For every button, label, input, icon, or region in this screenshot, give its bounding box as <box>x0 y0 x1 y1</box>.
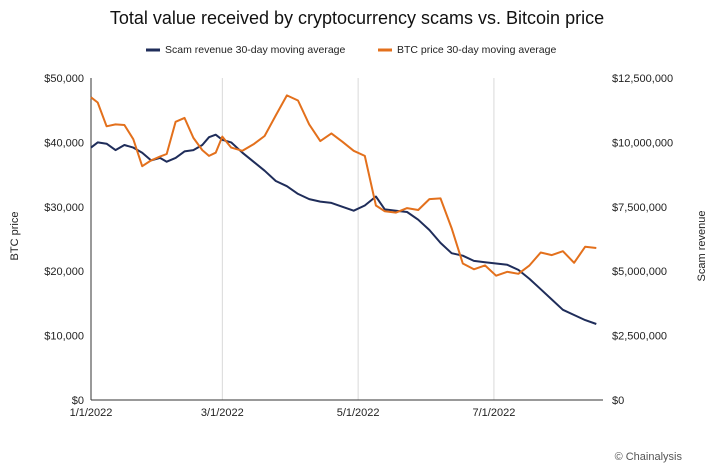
left-axis-ticks: $0 $10,000 $20,000 $30,000 $40,000 $50,000 <box>44 73 84 407</box>
y-right-tick-label: $5,000,000 <box>612 266 667 278</box>
y-axis-left-title: BTC price <box>9 212 21 261</box>
x-tick-label: 1/1/2022 <box>70 407 113 419</box>
y-right-tick-label: $2,500,000 <box>612 331 667 343</box>
x-tick-label: 5/1/2022 <box>337 407 380 419</box>
y-right-tick-label: $7,500,000 <box>612 202 667 214</box>
x-tick-label: 3/1/2022 <box>201 407 244 419</box>
chart-title: Total value received by cryptocurrency s… <box>110 8 604 28</box>
y-right-tick-label: $0 <box>612 395 624 407</box>
legend-label-scam: Scam revenue 30-day moving average <box>165 44 346 56</box>
legend: Scam revenue 30-day moving average BTC p… <box>146 44 556 56</box>
y-left-tick-label: $50,000 <box>44 73 84 85</box>
y-left-tick-label: $10,000 <box>44 331 84 343</box>
gridlines <box>221 78 495 400</box>
series-lines <box>90 94 597 325</box>
y-axis-right-title: Scam revenue <box>696 211 708 282</box>
y-left-tick-label: $20,000 <box>44 266 84 278</box>
y-left-tick-label: $30,000 <box>44 202 84 214</box>
x-axis-ticks: 1/1/2022 3/1/2022 5/1/2022 7/1/2022 <box>70 407 516 419</box>
y-right-tick-label: $10,000,000 <box>612 137 673 149</box>
credit-text: © Chainalysis <box>615 451 683 463</box>
y-left-tick-label: $40,000 <box>44 137 84 149</box>
legend-label-btc: BTC price 30-day moving average <box>397 44 556 56</box>
axes <box>90 78 603 401</box>
btc-price-line <box>90 94 597 277</box>
y-left-tick-label: $0 <box>72 395 84 407</box>
x-tick-label: 7/1/2022 <box>473 407 516 419</box>
y-right-tick-label: $12,500,000 <box>612 73 673 85</box>
scam-revenue-line <box>90 133 597 325</box>
right-axis-ticks: $0 $2,500,000 $5,000,000 $7,500,000 $10,000,… <box>612 73 673 407</box>
